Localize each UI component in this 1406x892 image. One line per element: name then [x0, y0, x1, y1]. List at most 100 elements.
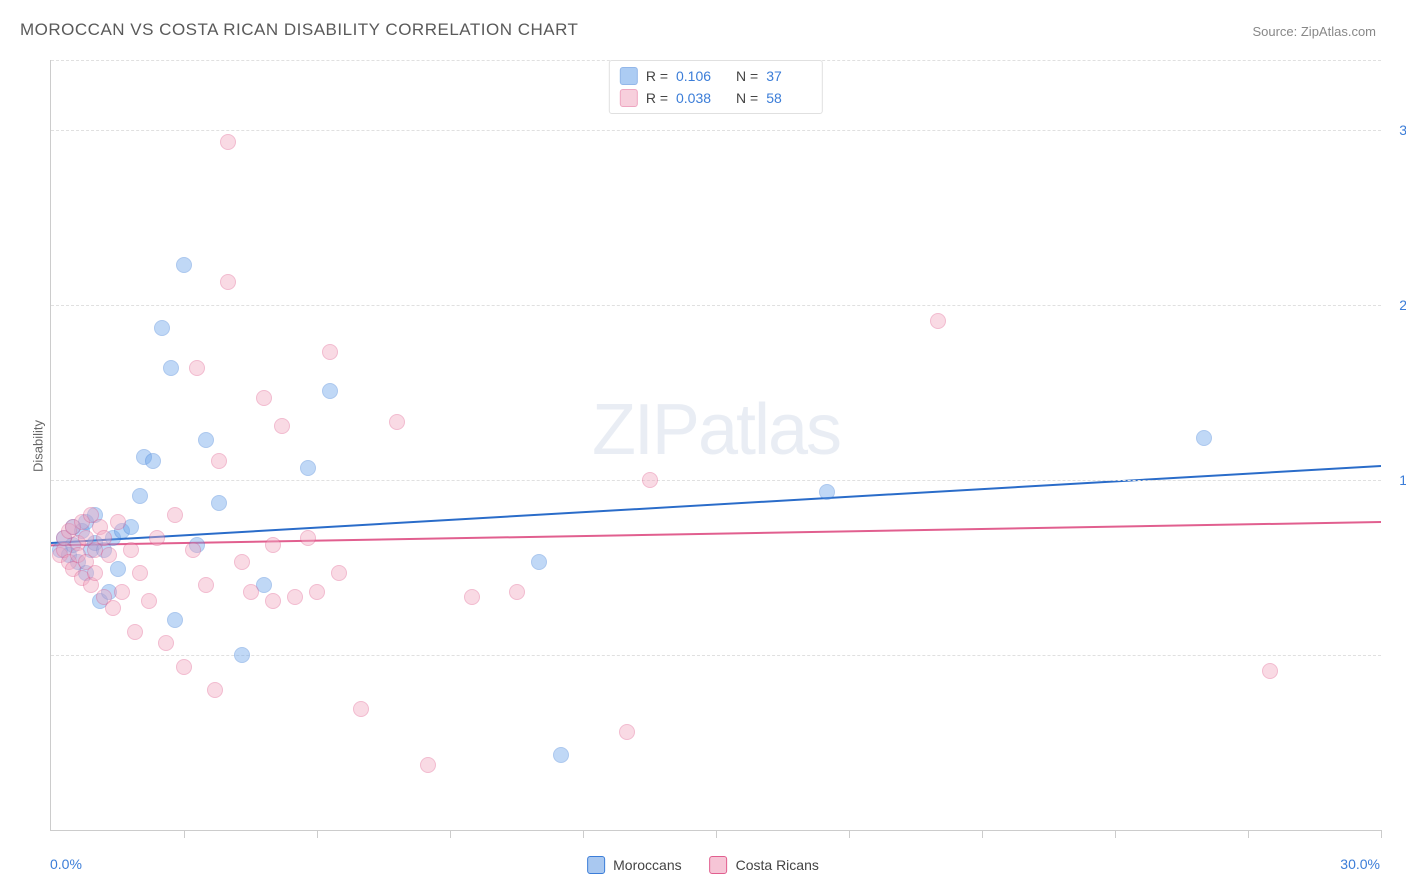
scatter-point — [1262, 663, 1278, 679]
y-tick-label: 22.5% — [1387, 297, 1406, 313]
trend-line — [51, 466, 1381, 543]
x-tick — [583, 830, 584, 838]
y-tick-label: 30.0% — [1387, 122, 1406, 138]
watermark-bold: ZIP — [592, 390, 698, 470]
scatter-point — [176, 659, 192, 675]
scatter-point — [930, 313, 946, 329]
scatter-point — [331, 565, 347, 581]
scatter-point — [96, 530, 112, 546]
legend-swatch — [620, 67, 638, 85]
legend-r-label: R = — [646, 68, 668, 84]
scatter-point — [167, 612, 183, 628]
legend-n-value: 58 — [766, 90, 812, 106]
plot-area: ZIPatlas R =0.106N =37R =0.038N =58 7.5%… — [50, 60, 1381, 831]
scatter-point — [141, 593, 157, 609]
legend-swatch — [620, 89, 638, 107]
legend-r-value: 0.038 — [676, 90, 722, 106]
scatter-point — [642, 472, 658, 488]
scatter-point — [132, 565, 148, 581]
legend-item-label: Costa Ricans — [736, 857, 819, 873]
scatter-point — [211, 453, 227, 469]
x-axis-min-label: 0.0% — [50, 856, 82, 872]
legend-item-label: Moroccans — [613, 857, 681, 873]
scatter-point — [287, 589, 303, 605]
y-axis-label: Disability — [31, 420, 46, 472]
grid-line — [51, 130, 1381, 131]
scatter-point — [322, 344, 338, 360]
scatter-point — [464, 589, 480, 605]
scatter-point — [198, 432, 214, 448]
scatter-point — [509, 584, 525, 600]
scatter-point — [389, 414, 405, 430]
x-tick — [1381, 830, 1382, 838]
legend-n-label: N = — [736, 68, 758, 84]
legend-r-label: R = — [646, 90, 668, 106]
scatter-point — [110, 561, 126, 577]
x-tick — [849, 830, 850, 838]
correlation-legend: R = 0.106 N = 37 R = 0.038 N = 58 — [609, 60, 823, 114]
grid-line — [51, 305, 1381, 306]
legend-swatch — [587, 856, 605, 874]
scatter-point — [300, 530, 316, 546]
legend-item: Moroccans — [587, 856, 681, 874]
scatter-point — [110, 514, 126, 530]
scatter-point — [176, 257, 192, 273]
watermark-light: atlas — [698, 390, 840, 470]
scatter-point — [127, 624, 143, 640]
scatter-point — [145, 453, 161, 469]
scatter-point — [167, 507, 183, 523]
scatter-point — [189, 360, 205, 376]
scatter-point — [274, 418, 290, 434]
trend-line — [51, 522, 1381, 545]
y-tick-label: 7.5% — [1387, 647, 1406, 663]
legend-r-value: 0.106 — [676, 68, 722, 84]
scatter-point — [185, 542, 201, 558]
legend-row: R = 0.106 N = 37 — [620, 65, 812, 87]
x-tick — [450, 830, 451, 838]
scatter-point — [220, 134, 236, 150]
legend-n-value: 37 — [766, 68, 812, 84]
scatter-point — [234, 554, 250, 570]
chart-container: MOROCCAN VS COSTA RICAN DISABILITY CORRE… — [0, 0, 1406, 892]
source-attribution: Source: ZipAtlas.com — [1252, 24, 1376, 39]
legend-n-label: N = — [736, 90, 758, 106]
x-axis-max-label: 30.0% — [1340, 856, 1380, 872]
scatter-point — [220, 274, 236, 290]
scatter-point — [420, 757, 436, 773]
scatter-point — [234, 647, 250, 663]
grid-line — [51, 480, 1381, 481]
scatter-point — [207, 682, 223, 698]
x-tick — [317, 830, 318, 838]
scatter-point — [211, 495, 227, 511]
scatter-point — [123, 542, 139, 558]
scatter-point — [101, 547, 117, 563]
scatter-point — [819, 484, 835, 500]
grid-line — [51, 655, 1381, 656]
scatter-point — [256, 390, 272, 406]
scatter-point — [87, 565, 103, 581]
x-tick — [184, 830, 185, 838]
scatter-point — [154, 320, 170, 336]
scatter-point — [114, 584, 130, 600]
scatter-point — [265, 593, 281, 609]
x-tick — [1115, 830, 1116, 838]
scatter-point — [132, 488, 148, 504]
x-tick — [982, 830, 983, 838]
scatter-point — [309, 584, 325, 600]
scatter-point — [553, 747, 569, 763]
scatter-point — [105, 600, 121, 616]
x-tick — [716, 830, 717, 838]
series-legend: Moroccans Costa Ricans — [587, 856, 819, 874]
x-tick — [1248, 830, 1249, 838]
legend-item: Costa Ricans — [710, 856, 819, 874]
scatter-point — [353, 701, 369, 717]
trend-lines-layer — [51, 60, 1381, 830]
scatter-point — [243, 584, 259, 600]
scatter-point — [1196, 430, 1212, 446]
scatter-point — [322, 383, 338, 399]
scatter-point — [300, 460, 316, 476]
y-tick-label: 15.0% — [1387, 472, 1406, 488]
scatter-point — [163, 360, 179, 376]
legend-row: R = 0.038 N = 58 — [620, 87, 812, 109]
scatter-point — [198, 577, 214, 593]
